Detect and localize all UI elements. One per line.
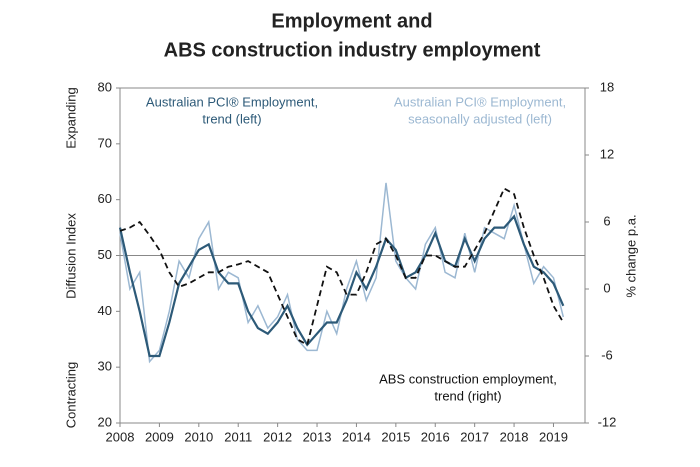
y-note: Expanding bbox=[63, 87, 78, 148]
x-tick-label: 2009 bbox=[145, 429, 174, 444]
y-note: Contracting bbox=[63, 362, 78, 428]
y2-tick-label: -12 bbox=[598, 414, 617, 429]
x-tick-label: 2008 bbox=[106, 429, 135, 444]
y2-tick-label: 6 bbox=[603, 213, 610, 228]
series-line bbox=[119, 187, 565, 347]
y2-tick-label: 0 bbox=[603, 280, 610, 295]
legend-label: trend (right) bbox=[434, 388, 501, 403]
x-tick-label: 2013 bbox=[303, 429, 332, 444]
x-tick-label: 2014 bbox=[342, 429, 371, 444]
chart-title: Employment and bbox=[271, 10, 432, 32]
y-axis-label: Diffusion Index bbox=[63, 213, 78, 299]
legend-label: trend (left) bbox=[202, 111, 261, 126]
x-tick-label: 2019 bbox=[539, 429, 568, 444]
y2-tick-label: 12 bbox=[600, 146, 614, 161]
x-tick-label: 2017 bbox=[460, 429, 489, 444]
x-tick-label: 2018 bbox=[500, 429, 529, 444]
legend-label: Australian PCI® Employment, bbox=[146, 94, 318, 109]
x-tick-label: 2015 bbox=[381, 429, 410, 444]
legend-label: Australian PCI® Employment, bbox=[394, 94, 566, 109]
x-tick-label: 2011 bbox=[224, 429, 252, 444]
y2-axis-label: % change p.a. bbox=[623, 214, 638, 297]
x-tick-label: 2010 bbox=[184, 429, 213, 444]
y-tick-label: 60 bbox=[98, 191, 112, 206]
y-tick-label: 80 bbox=[98, 79, 112, 94]
legend-label: ABS construction employment, bbox=[379, 371, 557, 386]
y-tick-label: 50 bbox=[98, 247, 112, 262]
y-tick-label: 20 bbox=[98, 414, 112, 429]
y2-tick-label: -6 bbox=[601, 347, 613, 362]
legend-label: seasonally adjusted (left) bbox=[408, 111, 552, 126]
series-line bbox=[118, 214, 565, 358]
x-tick-label: 2012 bbox=[263, 429, 292, 444]
y-tick-label: 30 bbox=[98, 359, 112, 374]
chart-title: ABS construction industry employment bbox=[164, 39, 541, 61]
y2-tick-label: 18 bbox=[600, 79, 614, 94]
y-tick-label: 70 bbox=[98, 135, 112, 150]
x-tick-label: 2016 bbox=[421, 429, 450, 444]
y-tick-label: 40 bbox=[98, 303, 112, 318]
